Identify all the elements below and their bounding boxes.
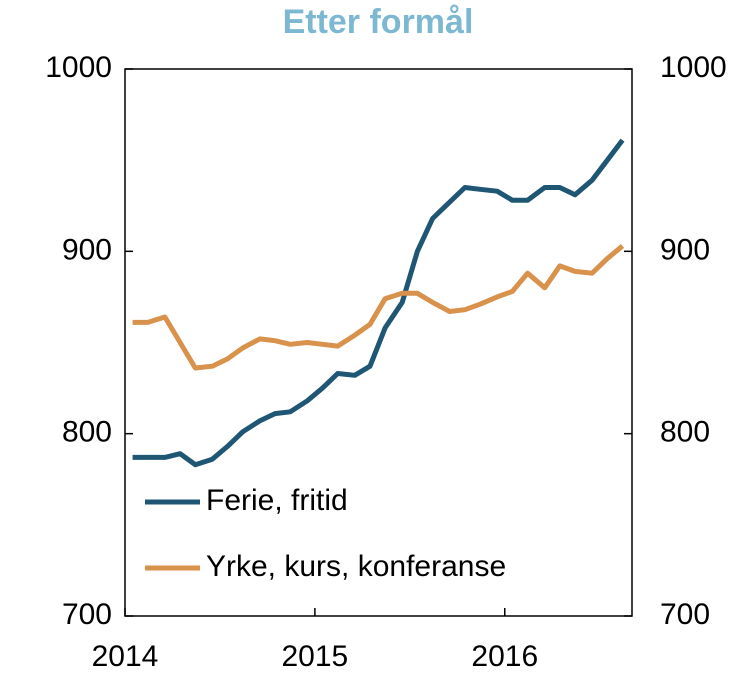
line-series — [132, 138, 625, 468]
y2-tick-label: 1000 — [660, 51, 727, 84]
legend-label: Yrke, kurs, konferanse — [206, 550, 506, 583]
line-series — [132, 243, 625, 371]
y-tick-label: 900 — [62, 233, 112, 266]
x-tick-label: 2016 — [471, 640, 538, 673]
x-tick-label: 2015 — [282, 640, 349, 673]
chart-title: Etter formål — [283, 3, 474, 41]
x-tick-label: 2014 — [92, 640, 159, 673]
plot-frame — [124, 68, 633, 617]
y-tick-label: 700 — [62, 598, 112, 631]
y-tick-label: 800 — [62, 416, 112, 449]
y2-tick-label: 700 — [660, 598, 710, 631]
y-tick-label: 1000 — [45, 51, 112, 84]
y2-tick-label: 800 — [660, 416, 710, 449]
y2-tick-label: 900 — [660, 233, 710, 266]
legend-label: Ferie, fritid — [206, 484, 348, 517]
